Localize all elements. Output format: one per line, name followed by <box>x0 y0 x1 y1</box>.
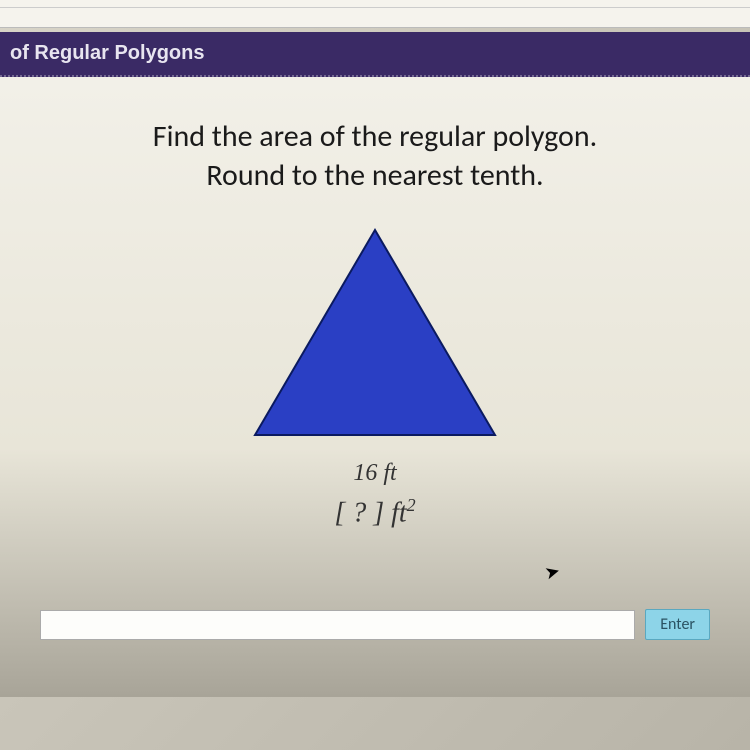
triangle-shape <box>255 230 495 435</box>
answer-unit-base: ft <box>391 497 407 528</box>
question-text: Find the area of the regular polygon. Ro… <box>30 117 720 195</box>
answer-input-row: Enter <box>30 609 720 640</box>
enter-button[interactable]: Enter <box>645 609 710 640</box>
lesson-title: of Regular Polygons <box>10 42 204 64</box>
question-line-2: Round to the nearest tenth. <box>206 157 543 194</box>
answer-unit-exp: 2 <box>407 495 416 515</box>
answer-expression: [ ? ] ft2 <box>30 495 720 529</box>
browser-tab-bar <box>0 8 750 28</box>
window-chrome-strip <box>0 0 750 8</box>
answer-placeholder: [ ? ] <box>334 497 391 528</box>
mouse-cursor-icon: ➤ <box>543 560 563 584</box>
lesson-header: of Regular Polygons <box>0 32 750 77</box>
question-line-1: Find the area of the regular polygon. <box>153 118 597 155</box>
answer-input[interactable] <box>40 610 635 640</box>
triangle-figure <box>245 225 505 445</box>
figure-container <box>30 225 720 450</box>
side-length-label: 16 ft <box>30 460 720 487</box>
question-panel: Find the area of the regular polygon. Ro… <box>0 77 750 697</box>
